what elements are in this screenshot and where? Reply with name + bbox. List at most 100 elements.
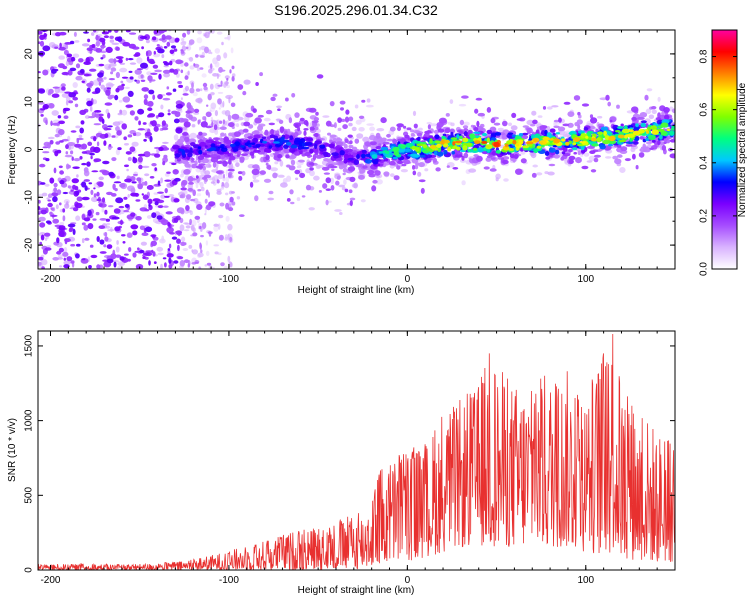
heatmap-cell [102,54,106,59]
heatmap-cell [150,240,157,247]
heatmap-cell [581,149,586,154]
heatmap-cell [213,244,220,247]
heatmap-cell [508,138,514,143]
heatmap-cell [548,163,556,167]
heatmap-cell [280,136,285,141]
heatmap-cell [67,164,71,169]
heatmap-cell [79,127,84,134]
heatmap-cell [146,185,154,190]
heatmap-cell [212,162,217,168]
heatmap-cell [144,131,152,137]
heatmap-cell [141,165,150,169]
colorbar-tick-label: 0.2 [699,209,710,223]
heatmap-cell [494,132,502,136]
heatmap-cell [175,127,183,134]
heatmap-cell [424,154,433,159]
heatmap-cell [99,37,106,43]
heatmap-cell [98,81,102,86]
heatmap-cell [331,152,339,157]
heatmap-cell [70,243,76,247]
heatmap-cell [659,134,663,140]
heatmap-cell [173,134,179,141]
heatmap-cell [325,199,329,206]
heatmap-cell [125,104,134,108]
heatmap-cell [640,120,647,124]
heatmap-cell [186,30,191,35]
heatmap-cell [549,128,556,133]
heatmap-cell [526,127,533,134]
heatmap-cell [74,143,82,148]
heatmap-cell [262,140,268,144]
heatmap-cell [315,111,319,116]
heatmap-cell [107,125,113,128]
heatmap-cell [156,246,164,252]
heatmap-cell [612,155,618,160]
heatmap-cell [132,132,137,136]
heatmap-cell [38,199,41,204]
heatmap-cell [241,170,246,176]
x-tick-label: 0 [405,575,411,586]
heatmap-cell [462,145,468,151]
heatmap-cell [63,257,66,261]
heatmap-cell [73,31,77,37]
heatmap-cell [41,266,45,269]
heatmap-cell [259,144,265,147]
heatmap-cell [289,189,294,195]
heatmap-cell [218,66,223,73]
heatmap-cell [114,226,121,232]
heatmap-cell [142,256,146,260]
heatmap-cell [330,185,335,191]
heatmap-cell [216,31,223,35]
heatmap-cell [218,214,224,219]
heatmap-cell [167,109,171,113]
heatmap-cell [172,88,177,92]
heatmap-cell [139,225,145,231]
heatmap-cell [436,151,444,157]
heatmap-cell [125,30,131,33]
heatmap-cell [121,234,126,237]
heatmap-cell [242,90,247,96]
heatmap-cell [530,152,537,159]
heatmap-cell [95,48,103,53]
heatmap-cell [111,135,116,138]
heatmap-cell [76,196,83,202]
heatmap-cell [52,218,59,224]
heatmap-cell [322,151,329,156]
heatmap-cell [174,153,181,158]
heatmap-cell [622,128,630,134]
heatmap-cell [400,144,407,149]
heatmap-cell [49,214,58,217]
heatmap-cell [434,140,442,144]
heatmap-cell [154,153,161,158]
heatmap-cell [117,147,122,151]
heatmap-cell [72,228,76,235]
heatmap-cell [663,107,670,113]
heatmap-cell [69,67,77,72]
heatmap-cell [403,159,411,165]
heatmap-cell [579,141,586,144]
heatmap-cell [204,198,208,204]
heatmap-cell [123,209,130,213]
heatmap-cell [123,136,127,141]
heatmap-cell [536,172,543,176]
heatmap-cell [117,265,123,269]
heatmap-cell [188,114,193,120]
heatmap-cell [172,169,179,175]
snr-frame [37,330,676,571]
heatmap-cell [631,106,639,113]
heatmap-cell [207,231,213,235]
heatmap-cell [148,58,155,64]
heatmap-cell [124,164,129,168]
heatmap-cell [208,201,216,207]
heatmap-cell [57,254,63,258]
colorbar-tick-label: 0.4 [699,155,710,169]
heatmap-cell [477,112,485,117]
heatmap-cell [63,115,69,119]
x-tick-label: -100 [219,575,239,586]
heatmap-cell [608,143,613,147]
heatmap-cell [279,160,284,167]
heatmap-cell [44,183,50,187]
y-tick-label: 20 [24,48,35,60]
heatmap-cell [663,141,667,144]
heatmap-cell [177,139,185,143]
